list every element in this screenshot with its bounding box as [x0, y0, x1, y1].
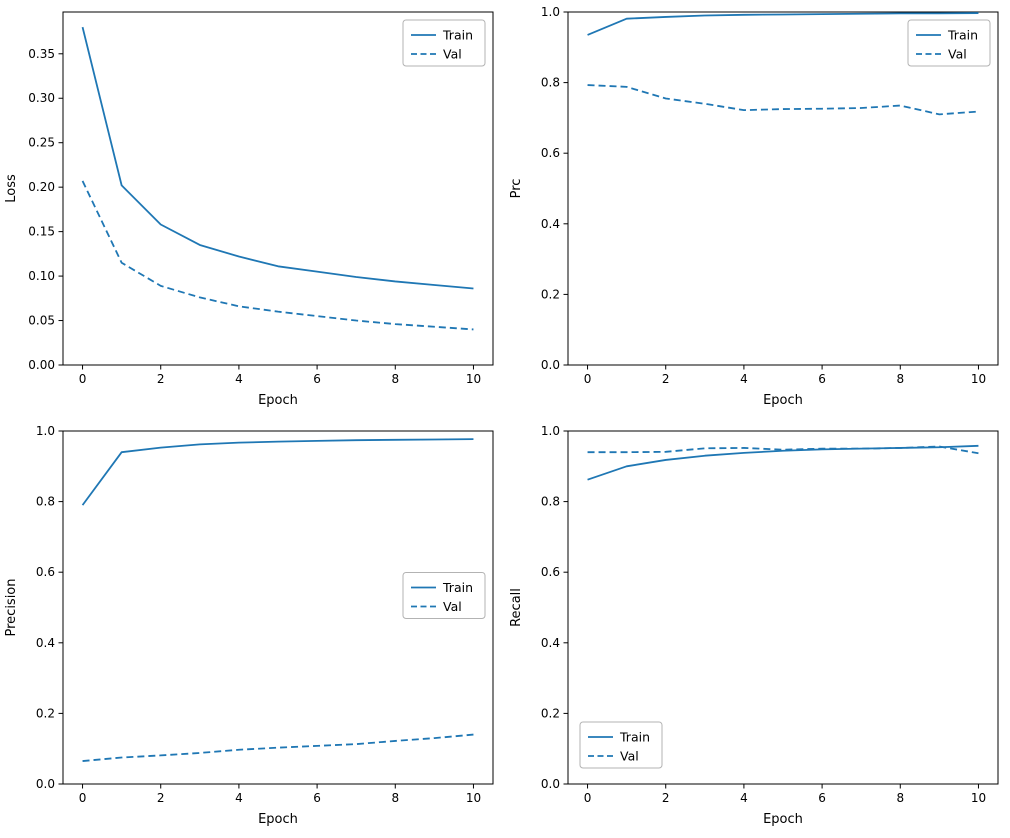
x-tick-label: 2 — [157, 791, 165, 805]
x-tick-label: 10 — [466, 372, 481, 386]
x-tick-label: 4 — [740, 791, 748, 805]
y-tick-label: 0.2 — [541, 706, 560, 720]
precision-chart-svg: 0 2 4 6 8 10 0.0 0.2 0.4 0.6 0.8 1.0 Epoch Precision T… — [4, 424, 494, 827]
x-tick-label: 6 — [313, 372, 321, 386]
y-tick-label: 0.6 — [36, 565, 55, 579]
y-tick-label: 0.4 — [541, 217, 560, 231]
x-tick-label: 6 — [313, 791, 321, 805]
x-tick-label: 8 — [896, 791, 904, 805]
y-tick-label: 0.05 — [28, 314, 55, 328]
y-tick-label: 0.6 — [541, 146, 560, 160]
series-val-line — [81, 180, 474, 331]
x-axis-label: Epoch — [258, 393, 298, 408]
axes-box — [62, 430, 494, 785]
y-tick-label: 0.8 — [541, 495, 560, 509]
y-tick-label: 0.2 — [36, 706, 55, 720]
legend-label-val: Val — [620, 749, 639, 764]
x-tick-label: 4 — [740, 372, 748, 386]
recall-chart: 0 2 4 6 8 10 0.0 0.2 0.4 0.6 0.8 1.0 Epoch Recall Trai… — [505, 419, 1010, 838]
x-tick-label: 8 — [391, 791, 399, 805]
x-tick-label: 2 — [157, 372, 165, 386]
y-tick-label: 0.0 — [541, 777, 560, 791]
x-axis-label: Epoch — [258, 812, 298, 827]
y-tick-label: 0.8 — [36, 495, 55, 509]
x-tick-label: 0 — [584, 372, 592, 386]
x-tick-label: 0 — [584, 791, 592, 805]
prc-chart-svg: 0 2 4 6 8 10 0.0 0.2 0.4 0.6 0.8 1.0 Epoch Prc Train Va… — [509, 5, 999, 408]
legend: Train Val — [402, 572, 486, 619]
x-tick-label: 6 — [818, 372, 826, 386]
y-tick-label: 1.0 — [541, 5, 560, 19]
axes-box — [567, 430, 999, 785]
x-axis-label: Epoch — [763, 393, 803, 408]
legend-label-train: Train — [442, 580, 473, 595]
axes-box — [567, 11, 999, 366]
series-train-line — [587, 12, 979, 36]
series-train-line — [81, 26, 474, 290]
prc-chart: 0 2 4 6 8 10 0.0 0.2 0.4 0.6 0.8 1.0 Epoch Prc Train Va… — [505, 0, 1010, 419]
loss-chart: 0 2 4 6 8 10 0.00 0.05 0.10 0.15 0.20 0.25 0.30 0.35 E… — [0, 0, 505, 419]
y-tick-label: 0.6 — [541, 565, 560, 579]
axes-box — [62, 11, 494, 366]
x-axis-label: Epoch — [763, 812, 803, 827]
x-tick-label: 8 — [896, 372, 904, 386]
x-tick-label: 10 — [971, 791, 986, 805]
y-axis-label: Recall — [509, 588, 524, 627]
y-axis-label: Precision — [4, 578, 19, 636]
y-tick-label: 0.2 — [541, 287, 560, 301]
series-val-line — [82, 733, 474, 762]
y-tick-label: 0.20 — [28, 180, 55, 194]
y-tick-label: 0.35 — [28, 47, 55, 61]
x-tick-label: 4 — [235, 372, 243, 386]
series-val-line — [587, 84, 979, 116]
y-tick-label: 0.4 — [36, 636, 55, 650]
y-tick-label: 0.0 — [36, 777, 55, 791]
legend-label-val: Val — [443, 599, 462, 614]
legend: Train Val — [579, 721, 663, 769]
x-tick-label: 8 — [391, 372, 399, 386]
x-tick-label: 2 — [662, 372, 670, 386]
precision-chart: 0 2 4 6 8 10 0.0 0.2 0.4 0.6 0.8 1.0 Epoch Precision T… — [0, 419, 505, 838]
legend: Train Val — [402, 19, 486, 67]
y-tick-label: 0.0 — [541, 358, 560, 372]
y-tick-label: 0.4 — [541, 636, 560, 650]
series-val-line — [587, 445, 979, 455]
series-train-line — [81, 438, 474, 506]
legend-label-val: Val — [443, 47, 462, 62]
y-tick-label: 1.0 — [541, 424, 560, 438]
legend-label-val: Val — [948, 47, 967, 62]
x-tick-label: 10 — [971, 372, 986, 386]
x-tick-label: 6 — [818, 791, 826, 805]
y-tick-label: 0.8 — [541, 76, 560, 90]
y-tick-label: 0.30 — [28, 91, 55, 105]
y-axis-label: Loss — [4, 174, 19, 203]
loss-chart-svg: 0 2 4 6 8 10 0.00 0.05 0.10 0.15 0.20 0.25 0.30 0.35 E… — [4, 11, 494, 408]
series-train-line — [587, 444, 979, 481]
y-tick-label: 0.00 — [28, 358, 55, 372]
legend-label-train: Train — [619, 730, 650, 745]
recall-chart-svg: 0 2 4 6 8 10 0.0 0.2 0.4 0.6 0.8 1.0 Epoch Recall Trai… — [509, 424, 999, 827]
y-tick-label: 0.25 — [28, 136, 55, 150]
x-tick-label: 0 — [79, 372, 87, 386]
y-tick-label: 0.10 — [28, 269, 55, 283]
x-tick-label: 2 — [662, 791, 670, 805]
legend-label-train: Train — [442, 28, 473, 43]
legend-label-train: Train — [947, 28, 978, 43]
x-tick-label: 4 — [235, 791, 243, 805]
legend: Train Val — [907, 19, 991, 67]
x-tick-label: 10 — [466, 791, 481, 805]
x-tick-label: 0 — [79, 791, 87, 805]
y-tick-label: 1.0 — [36, 424, 55, 438]
y-tick-label: 0.15 — [28, 225, 55, 239]
y-axis-label: Prc — [509, 179, 524, 199]
